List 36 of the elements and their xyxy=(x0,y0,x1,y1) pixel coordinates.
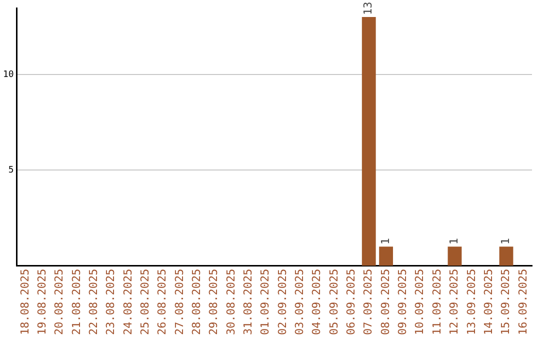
x-tick-label: 05.09.2025 xyxy=(327,268,340,336)
x-tick-label: 10.09.2025 xyxy=(413,268,426,336)
x-tick-label: 16.09.2025 xyxy=(516,268,530,336)
x-tick-label: 19.08.2025 xyxy=(35,268,48,336)
x-tick-label: 07.09.2025 xyxy=(362,268,375,336)
x-tick-label: 03.09.2025 xyxy=(293,268,306,336)
x-tick-label: 28.08.2025 xyxy=(190,268,204,336)
x-tick-label: 04.09.2025 xyxy=(310,268,324,336)
data-label: 1 xyxy=(448,238,461,245)
y-tick-label: 10 xyxy=(2,70,14,80)
x-tick-label: 09.09.2025 xyxy=(396,268,410,336)
x-tick-label: 23.08.2025 xyxy=(104,268,118,336)
x-tick-label: 06.09.2025 xyxy=(344,268,358,336)
x-tick-label: 11.09.2025 xyxy=(430,268,444,336)
x-tick-label: 02.09.2025 xyxy=(276,268,289,336)
x-tick-label: 13.09.2025 xyxy=(464,268,478,336)
data-label: 1 xyxy=(378,238,392,245)
x-tick-label: 31.08.2025 xyxy=(242,268,255,336)
x-tick-label: 01.09.2025 xyxy=(258,268,272,336)
x-tick-label: 21.08.2025 xyxy=(70,268,83,336)
x-tick-label: 30.08.2025 xyxy=(224,268,238,336)
x-tick-label: 24.08.2025 xyxy=(121,268,134,336)
x-tick-label: 22.08.2025 xyxy=(86,268,100,336)
x-tick-label: 25.08.2025 xyxy=(138,268,152,336)
x-tick-label: 27.08.2025 xyxy=(172,268,186,336)
data-label: 13 xyxy=(362,2,375,16)
x-tick-label: 12.09.2025 xyxy=(448,268,461,336)
x-tick-label: 08.09.2025 xyxy=(378,268,392,336)
x-tick-label: 15.09.2025 xyxy=(499,268,512,336)
x-tick-label: 20.08.2025 xyxy=(52,268,66,336)
y-tick-label: 5 xyxy=(8,165,14,176)
x-tick-label: 29.08.2025 xyxy=(207,268,220,336)
x-tick-label: 14.09.2025 xyxy=(482,268,495,336)
x-tick-label: 26.08.2025 xyxy=(156,268,169,336)
x-tick-label: 18.08.2025 xyxy=(18,268,32,336)
data-label: 1 xyxy=(499,238,512,245)
